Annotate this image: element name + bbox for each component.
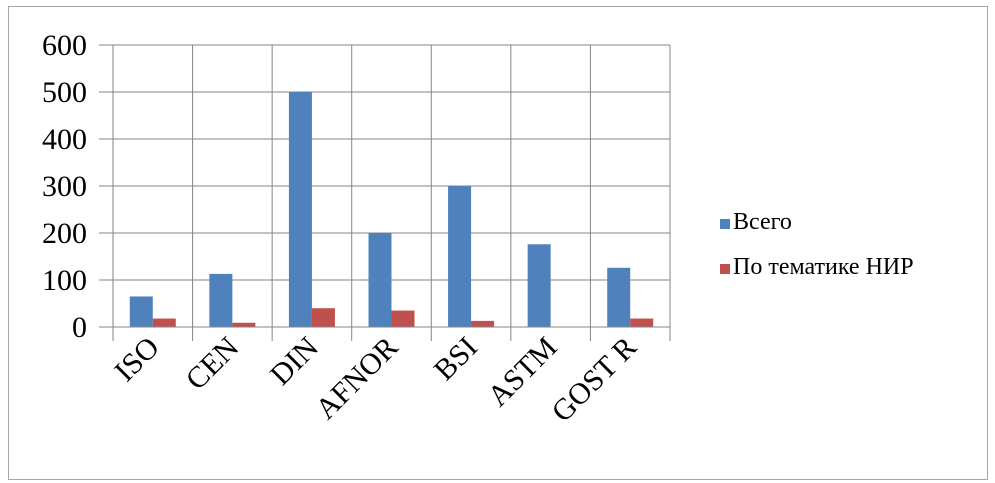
bar-research-cen: [232, 322, 256, 327]
y-tick-label: 600: [42, 29, 87, 62]
bar-research-iso: [152, 318, 176, 327]
y-tick-label: 100: [42, 264, 87, 297]
x-tick-label: BSI: [428, 331, 484, 387]
bar-total-din: [288, 92, 312, 327]
x-tick-label: ISO: [108, 331, 166, 389]
y-tick-label: 400: [42, 123, 87, 156]
legend-label: По тематике НИР: [733, 254, 914, 280]
x-tick-label: GOST R: [545, 331, 643, 429]
legend-swatch: [720, 219, 730, 229]
bar-total-astm: [527, 244, 551, 327]
y-tick-label: 500: [42, 76, 87, 109]
legend: Всего По тематике НИР: [720, 209, 914, 280]
y-tick-label: 300: [42, 170, 87, 203]
bar-total-cen: [209, 273, 233, 327]
bar-total-bsi: [448, 186, 472, 327]
bar-research-bsi: [471, 320, 495, 327]
bar-total-afnor: [368, 233, 392, 327]
x-tick-label: DIN: [264, 331, 325, 392]
legend-swatch: [720, 264, 730, 274]
axis-layer: [99, 44, 670, 328]
y-tick-label: 0: [72, 311, 87, 344]
x-tick-label: AFNOR: [309, 331, 404, 426]
legend-label: Всего: [733, 209, 792, 235]
y-tick-label: 200: [42, 217, 87, 250]
bar-total-iso: [129, 296, 153, 327]
y-axis-tick-labels: 0 100 200 300 400 500 600: [42, 29, 87, 344]
chart-frame: [8, 6, 988, 480]
bar-research-din: [311, 308, 335, 327]
bar-research-gost-r: [630, 318, 654, 327]
bars-layer: [129, 92, 654, 327]
x-tick-label: CEN: [180, 331, 246, 397]
bar-research-afnor: [391, 310, 415, 327]
bar-total-gost-r: [607, 267, 631, 327]
